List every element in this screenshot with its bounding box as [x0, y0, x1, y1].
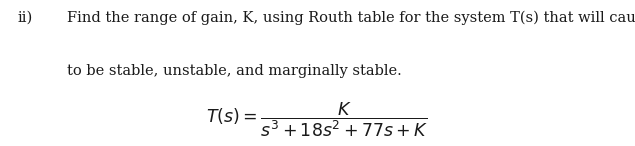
Text: Find the range of gain, K, using Routh table for the system T(s) that will cause: Find the range of gain, K, using Routh t…	[67, 10, 635, 25]
Text: ii): ii)	[18, 10, 33, 24]
Text: to be stable, unstable, and marginally stable.: to be stable, unstable, and marginally s…	[67, 64, 401, 78]
Text: $T(s) = \dfrac{K}{s^3 + 18s^2 + 77s + K}$: $T(s) = \dfrac{K}{s^3 + 18s^2 + 77s + K}…	[206, 100, 429, 139]
